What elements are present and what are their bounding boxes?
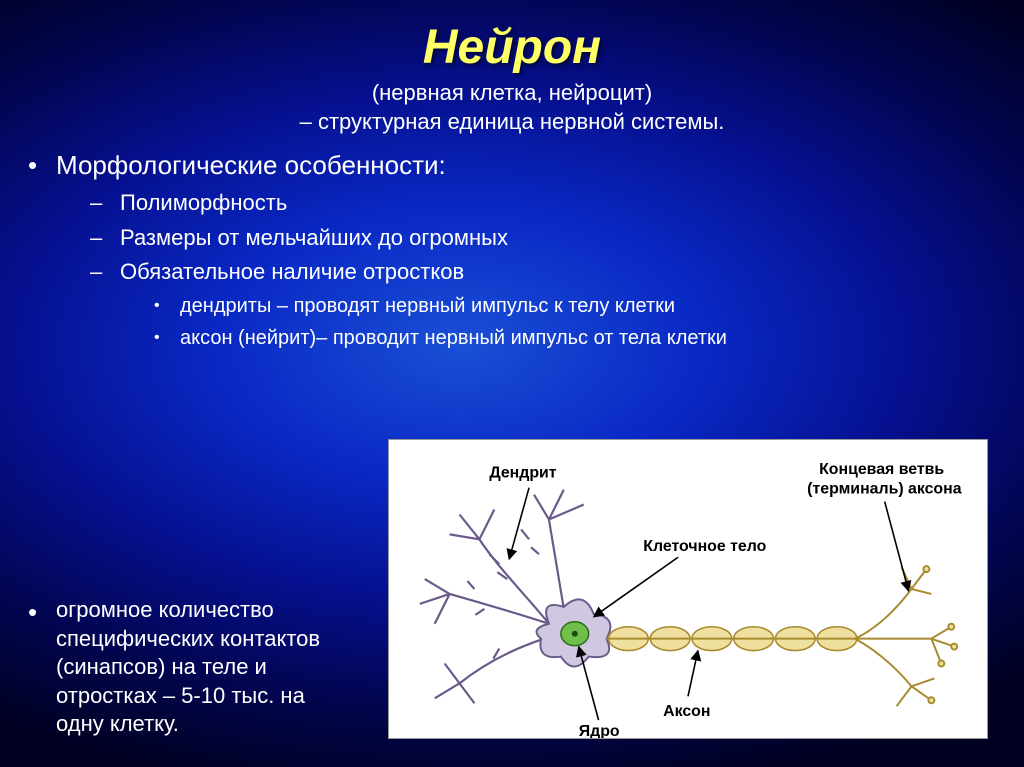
slide-title: Нейрон — [0, 20, 1024, 75]
label-terminal-l2: (терминаль) аксона — [807, 481, 962, 498]
label-terminal-l1: Концевая ветвь — [819, 461, 944, 478]
label-axon: Аксон — [663, 703, 710, 720]
axon-terminals — [855, 566, 957, 706]
neuron-diagram: Дендрит Клеточное тело Аксон Ядро Концев… — [388, 439, 988, 739]
feature-item: Полиморфность — [120, 189, 1024, 218]
neuron-svg: Дендрит Клеточное тело Аксон Ядро Концев… — [389, 440, 987, 738]
slide-subtitle: (нервная клетка, нейроцит) – структурная… — [0, 79, 1024, 136]
label-dendrite: Дендрит — [489, 465, 556, 482]
feature-item: Размеры от мельчайших до огромных — [120, 224, 1024, 253]
label-cellbody: Клеточное тело — [643, 538, 766, 555]
axon-group — [607, 627, 857, 651]
label-nucleus: Ядро — [579, 723, 620, 738]
dendrites-group — [420, 490, 584, 704]
subtitle-line1: (нервная клетка, нейроцит) — [372, 80, 652, 105]
feature-item: Обязательное наличие отростков — [120, 258, 1024, 287]
bullet-list: Морфологические особенности: Полиморфнос… — [0, 150, 1024, 351]
feature-subitem: дендриты – проводят нервный импульс к те… — [180, 293, 1024, 319]
bottom-bullet: огромное количество специфических контак… — [56, 596, 356, 739]
section-heading: Морфологические особенности: — [56, 150, 1024, 181]
feature-subitem: аксон (нейрит)– проводит нервный импульс… — [180, 325, 1024, 351]
slide: Нейрон (нервная клетка, нейроцит) – стру… — [0, 0, 1024, 767]
subtitle-line2: – структурная единица нервной системы. — [300, 109, 725, 134]
